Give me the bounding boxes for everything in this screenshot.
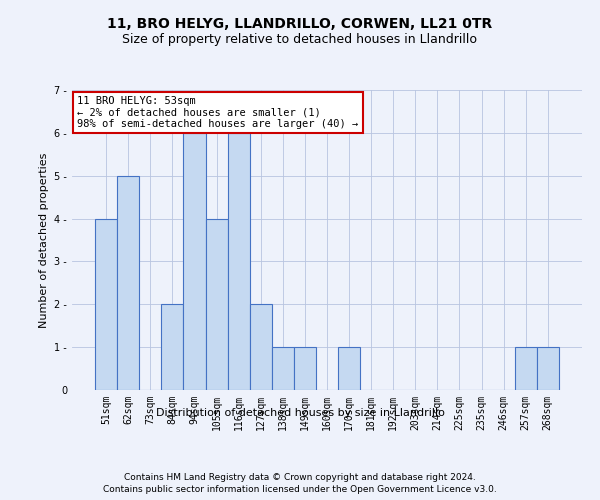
- Bar: [184, 133, 206, 390]
- Text: 11, BRO HELYG, LLANDRILLO, CORWEN, LL21 0TR: 11, BRO HELYG, LLANDRILLO, CORWEN, LL21 …: [107, 18, 493, 32]
- Bar: [161, 304, 184, 390]
- Bar: [227, 133, 250, 390]
- Y-axis label: Number of detached properties: Number of detached properties: [39, 152, 49, 328]
- Text: 11 BRO HELYG: 53sqm
← 2% of detached houses are smaller (1)
98% of semi-detached: 11 BRO HELYG: 53sqm ← 2% of detached hou…: [77, 96, 358, 129]
- Bar: [206, 218, 227, 390]
- Text: Size of property relative to detached houses in Llandrillo: Size of property relative to detached ho…: [122, 32, 478, 46]
- Text: Contains public sector information licensed under the Open Government Licence v3: Contains public sector information licen…: [103, 485, 497, 494]
- Bar: [537, 347, 559, 390]
- Bar: [294, 347, 316, 390]
- Bar: [250, 304, 272, 390]
- Bar: [515, 347, 537, 390]
- Bar: [272, 347, 294, 390]
- Bar: [95, 218, 117, 390]
- Bar: [338, 347, 360, 390]
- Bar: [117, 176, 139, 390]
- Text: Contains HM Land Registry data © Crown copyright and database right 2024.: Contains HM Land Registry data © Crown c…: [124, 472, 476, 482]
- Text: Distribution of detached houses by size in Llandrillo: Distribution of detached houses by size …: [155, 408, 445, 418]
